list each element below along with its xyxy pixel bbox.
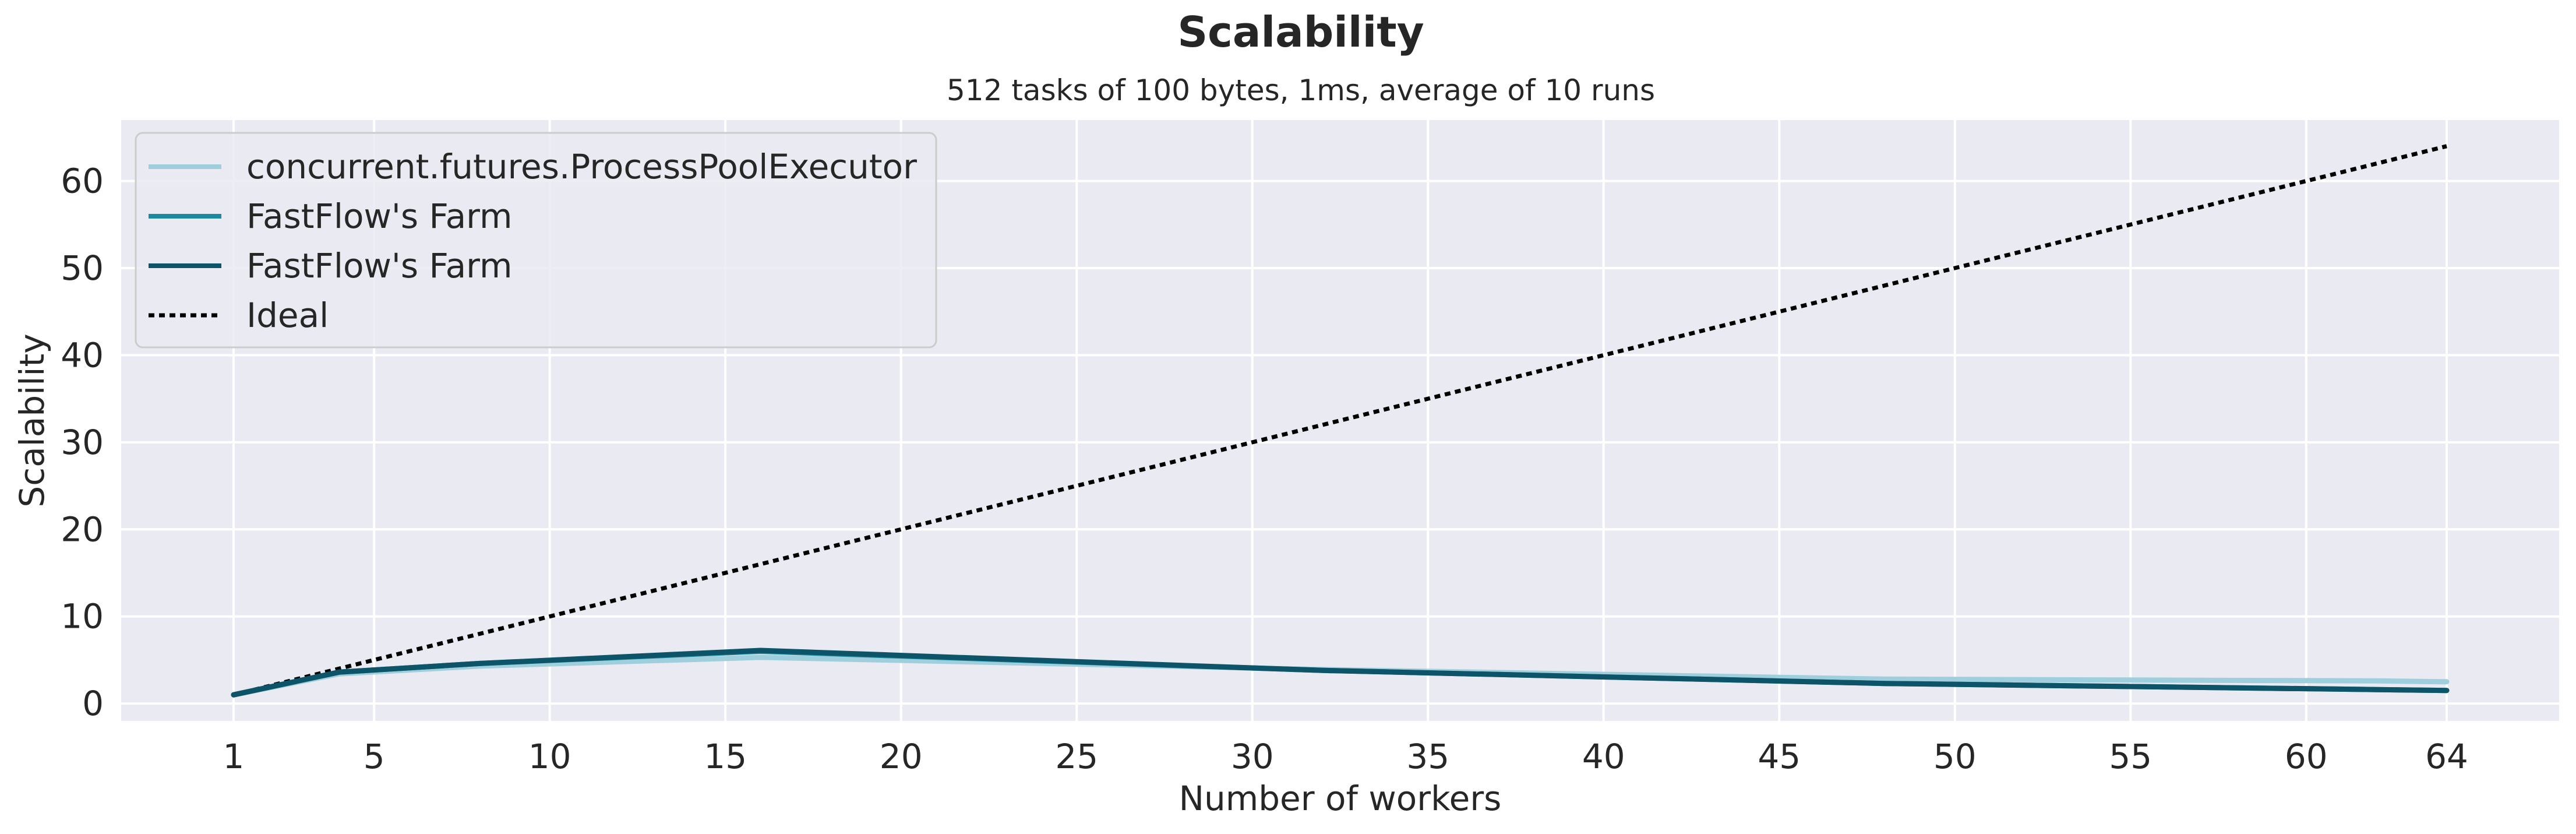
y-tick-label: 30 <box>61 423 104 462</box>
x-tick-label: 25 <box>1055 737 1098 776</box>
series-line-2 <box>231 648 2450 698</box>
x-tick-label: 35 <box>1406 737 1449 776</box>
y-tick-label: 50 <box>61 248 104 288</box>
legend: concurrent.futures.ProcessPoolExecutor Fa… <box>135 132 937 349</box>
x-tick-label: 45 <box>1758 737 1801 776</box>
x-tick-label: 30 <box>1231 737 1274 776</box>
x-axis-label: Number of workers <box>1179 779 1502 818</box>
legend-label: concurrent.futures.ProcessPoolExecutor <box>246 147 917 186</box>
y-axis-label: Scalability <box>12 333 52 507</box>
y-tick-label: 40 <box>61 335 104 375</box>
chart-title: Scalability <box>1177 8 1424 57</box>
x-tick-label: 1 <box>223 737 245 776</box>
y-tick-label: 60 <box>61 161 104 201</box>
y-tick-label: 20 <box>61 509 104 549</box>
x-tick-label: 5 <box>364 737 385 776</box>
y-tick-label: 0 <box>82 684 104 723</box>
legend-box <box>135 132 937 349</box>
x-tick-label: 10 <box>528 737 571 776</box>
x-tick-label: 64 <box>2425 737 2468 776</box>
chart-subtitle: 512 tasks of 100 bytes, 1ms, average of … <box>947 73 1655 107</box>
legend-label: FastFlow's Farm <box>246 196 512 236</box>
x-tick-label: 60 <box>2285 737 2328 776</box>
x-tick-label: 55 <box>2109 737 2152 776</box>
series-line-3 <box>233 144 2447 697</box>
legend-label: Ideal <box>246 295 329 335</box>
x-tick-label: 50 <box>1933 737 1977 776</box>
x-tick-label: 15 <box>704 737 747 776</box>
legend-label: FastFlow's Farm <box>246 246 512 286</box>
x-tick-label: 40 <box>1582 737 1625 776</box>
x-tick-label: 20 <box>880 737 923 776</box>
series-lines <box>231 144 2450 698</box>
y-tick-label: 10 <box>61 597 104 636</box>
